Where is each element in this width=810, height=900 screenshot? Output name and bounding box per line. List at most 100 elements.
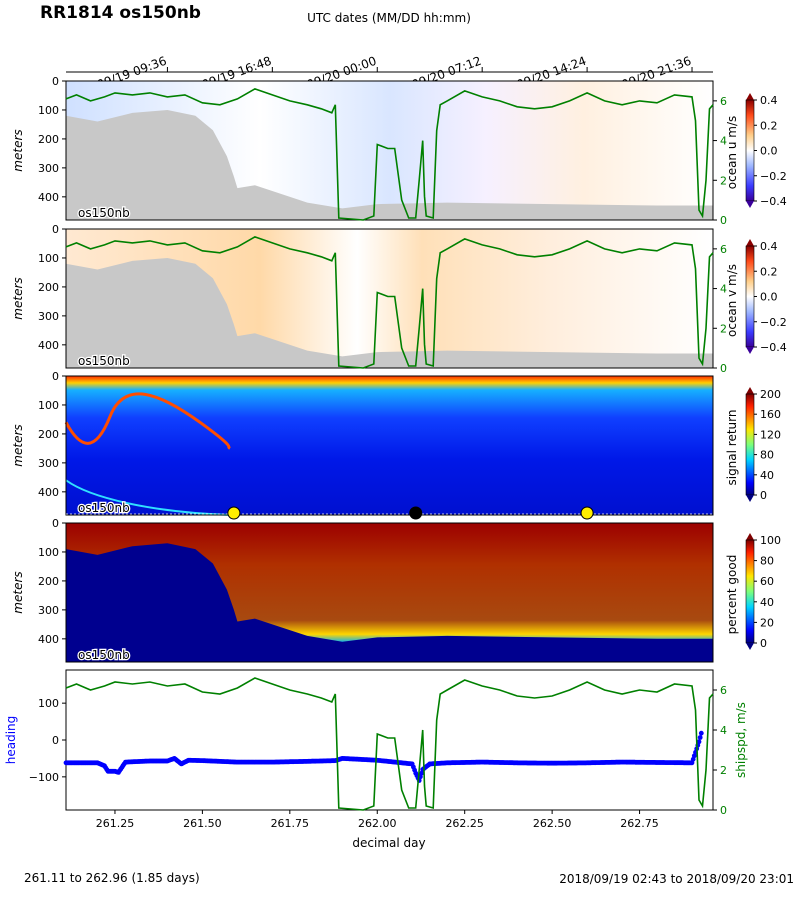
depth-tick-label: 400 bbox=[38, 191, 59, 204]
figure-title: RR1814 os150nb bbox=[40, 3, 201, 23]
depth-tick-label: 100 bbox=[38, 104, 59, 117]
footer-day-range: 261.11 to 262.96 (1.85 days) bbox=[24, 871, 200, 885]
colorbar-tick-label: 80 bbox=[760, 555, 774, 568]
colorbar-tick-label: −0.4 bbox=[760, 341, 787, 354]
x-tick-label: 262.25 bbox=[445, 817, 484, 830]
heading-point bbox=[419, 770, 424, 776]
speed-tick-label: 2 bbox=[720, 322, 727, 335]
colorbar-label: signal return bbox=[725, 409, 739, 485]
depth-axis-label: meters bbox=[11, 571, 25, 613]
speed-tick-label: 0 bbox=[720, 362, 727, 375]
colorbar-tick-label: 120 bbox=[760, 428, 781, 441]
panel-frame bbox=[65, 228, 714, 369]
depth-tick-label: 100 bbox=[38, 546, 59, 559]
speed-tick-label: 4 bbox=[720, 135, 727, 148]
speed-tick-label: 6 bbox=[720, 684, 727, 697]
colorbar bbox=[745, 393, 755, 496]
speed-tick-label: 2 bbox=[720, 174, 727, 187]
colorbar-tick-label: 0.2 bbox=[760, 119, 778, 132]
ship-speed-line bbox=[65, 677, 714, 811]
colorbar-tick-label: −0.2 bbox=[760, 316, 787, 329]
colorbar-tick-label: 0.4 bbox=[760, 94, 778, 107]
colorbar-tick-label: −0.4 bbox=[760, 195, 787, 208]
colorbar-extend-top bbox=[746, 93, 754, 100]
colorbar-label: percent good bbox=[725, 555, 739, 635]
colorbar-tick-label: 40 bbox=[760, 469, 774, 482]
depth-tick-label: 0 bbox=[52, 75, 59, 88]
depth-tick-label: 200 bbox=[38, 575, 59, 588]
bottom-echo bbox=[65, 479, 231, 516]
colorbar-tick-label: 20 bbox=[760, 616, 774, 629]
colorbar-tick-label: 160 bbox=[760, 408, 781, 421]
colorbar-tick-label: 100 bbox=[760, 534, 781, 547]
depth-axis-label: meters bbox=[11, 129, 25, 171]
depth-tick-label: 0 bbox=[52, 223, 59, 236]
footer-date-range: 2018/09/19 02:43 to 2018/09/20 23:01 bbox=[559, 872, 794, 886]
depth-tick-label: 300 bbox=[38, 604, 59, 617]
colorbar-extend-bottom bbox=[746, 643, 754, 650]
heading-tick-label: 0 bbox=[52, 734, 59, 747]
depth-tick-label: 100 bbox=[38, 252, 59, 265]
ship-speed-line bbox=[65, 236, 714, 369]
colorbar bbox=[745, 539, 755, 644]
depth-tick-label: 300 bbox=[38, 310, 59, 323]
depth-tick-label: 300 bbox=[38, 162, 59, 175]
depth-axis-label: meters bbox=[11, 424, 25, 466]
scattering-layer bbox=[64, 392, 231, 450]
speed-tick-label: 4 bbox=[720, 283, 727, 296]
event-marker bbox=[580, 506, 594, 520]
panel-tag: os150nb bbox=[78, 206, 130, 220]
speed-tick-label: 2 bbox=[720, 764, 727, 777]
ocean-u-panel: 0 100 200 300 400 meters os150nb 0.4 0.2 0.0 −0.2 −… bbox=[11, 75, 787, 227]
panel-frame bbox=[65, 522, 714, 663]
speed-tick-label: 6 bbox=[720, 243, 727, 256]
depth-tick-label: 0 bbox=[52, 370, 59, 383]
colorbar bbox=[745, 245, 755, 348]
event-marker bbox=[227, 506, 241, 520]
colorbar-tick-label: 200 bbox=[760, 388, 781, 401]
depth-tick-label: 200 bbox=[38, 133, 59, 146]
depth-tick-label: 400 bbox=[38, 633, 59, 646]
percent-good-panel: 0100200300400metersos150nb100806040200pe… bbox=[11, 517, 781, 663]
depth-tick-label: 300 bbox=[38, 457, 59, 470]
signal-return-panel: 0100200300400metersos150nb20016012080400… bbox=[11, 370, 781, 520]
heading-point bbox=[697, 735, 703, 740]
colorbar bbox=[745, 99, 755, 202]
bottom-mask bbox=[66, 258, 713, 368]
colorbar-tick-label: 0.0 bbox=[760, 291, 778, 304]
x-tick-label: 262.00 bbox=[358, 817, 397, 830]
event-marker bbox=[409, 506, 423, 520]
colorbar-extend-bottom bbox=[746, 201, 754, 208]
colorbar-label: ocean u m/s bbox=[725, 116, 739, 190]
colorbar-tick-label: 0 bbox=[760, 489, 767, 502]
speed-axis-label: shipspd, m/s bbox=[734, 702, 748, 778]
colorbar-tick-label: 0.0 bbox=[760, 145, 778, 158]
depth-tick-label: 400 bbox=[38, 339, 59, 352]
heading-tick-label: 100 bbox=[38, 697, 59, 710]
depth-tick-label: 200 bbox=[38, 281, 59, 294]
speed-tick-label: 4 bbox=[720, 724, 727, 737]
speed-tick-label: 0 bbox=[720, 804, 727, 817]
heading-speed-panel: 100 0 −100 0 2 4 6 heading shipspd, m/s 261.25 261… bbox=[4, 669, 748, 830]
colorbar-tick-label: 0.4 bbox=[760, 240, 778, 253]
colorbar-extend-top bbox=[746, 239, 754, 246]
colorbar-extend-top bbox=[746, 533, 754, 540]
top-axis-label: UTC dates (MM/DD hh:mm) bbox=[307, 11, 471, 25]
colorbar-tick-label: 60 bbox=[760, 575, 774, 588]
field-image bbox=[66, 376, 713, 515]
x-tick-label: 262.50 bbox=[533, 817, 572, 830]
bottom-mask bbox=[66, 110, 713, 220]
depth-tick-label: 0 bbox=[52, 517, 59, 530]
x-tick-label: 261.50 bbox=[183, 817, 222, 830]
colorbar-tick-label: 0.2 bbox=[760, 265, 778, 278]
heading-axis-label: heading bbox=[4, 716, 18, 765]
colorbar-extend-bottom bbox=[746, 495, 754, 502]
heading-point bbox=[698, 730, 704, 736]
bottom-mask bbox=[66, 543, 713, 662]
colorbar-tick-label: 80 bbox=[760, 449, 774, 462]
panel-frame bbox=[65, 80, 714, 221]
depth-tick-label: 400 bbox=[38, 486, 59, 499]
depth-tick-label: 200 bbox=[38, 428, 59, 441]
heading-point bbox=[696, 739, 702, 745]
